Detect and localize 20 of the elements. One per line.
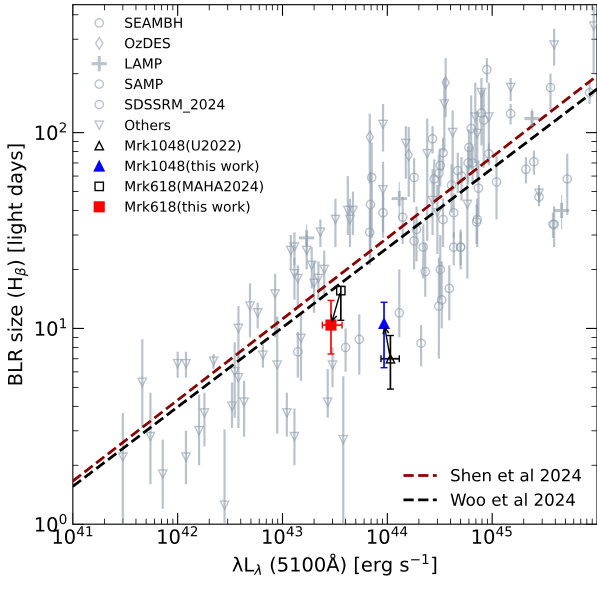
x-tick-label: 10$^{44}$ [368, 526, 408, 544]
x-tick-label: 10$^{42}$ [158, 526, 198, 544]
legend-label: Woo et al 2024 [450, 493, 575, 506]
legend-label: Mrk618(MAHA2024) [126, 180, 263, 194]
legend-label: SEAMBH [125, 17, 182, 28]
legend-label: LAMP [126, 58, 162, 69]
y-axis-title: BLR size (H$_{β}$) [light days] [7, 144, 28, 384]
x-axis-title: λL$_{λ}$ (5100Å) [erg s$^{−1}$] [232, 553, 436, 576]
legend-label: Mrk1048(this work) [126, 160, 258, 173]
y-tick-label: 10$^{1}$ [36, 318, 66, 336]
y-tick-label: 10$^{2}$ [36, 122, 66, 140]
legend-label: Mrk618(this work) [126, 201, 250, 214]
legend-label: OzDES [125, 38, 170, 48]
x-tick-label: 10$^{43}$ [263, 526, 302, 544]
legend-label: Mrk1048(U2022) [126, 140, 240, 152]
legend-label: Others [125, 120, 170, 130]
legend-label: SDSSRM_2024 [125, 99, 225, 113]
legend-label: Shen et al 2024 [451, 468, 582, 482]
legend-label: SAMP [125, 78, 163, 90]
x-tick-label: 10$^{45}$ [472, 526, 512, 544]
